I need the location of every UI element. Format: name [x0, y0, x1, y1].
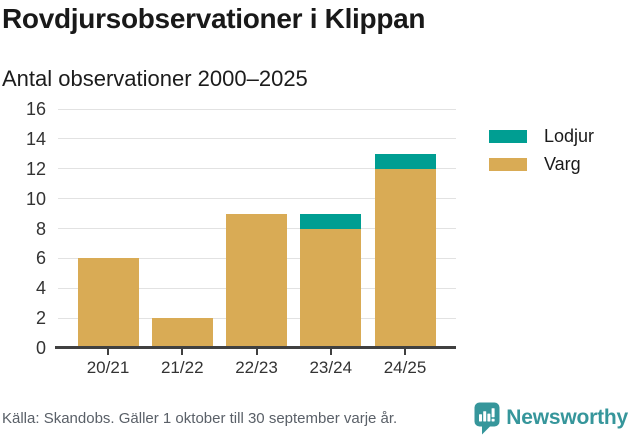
newsworthy-logo: Newsworthy — [474, 402, 628, 435]
x-tick-20-21 — [107, 349, 109, 355]
gridline-y10 — [58, 198, 456, 200]
legend-label-lodjur: Lodjur — [544, 125, 595, 146]
bar-varg-22-23 — [226, 213, 287, 348]
footer: Källa: Skandobs. Gäller 1 oktober till 3… — [2, 400, 628, 436]
x-tick-22-23 — [255, 349, 258, 355]
x-tick-label-20-21: 20/21 — [86, 358, 130, 377]
y-tick-label-16: 16 — [25, 99, 46, 119]
y-tick-label-0: 0 — [35, 338, 46, 358]
bar-varg-20-21 — [77, 258, 139, 348]
newsworthy-logo-text: Newsworthy — [506, 406, 628, 429]
gridline-y16 — [58, 108, 456, 110]
x-axis-line — [55, 346, 456, 349]
legend-swatch-lodjur — [489, 129, 527, 143]
y-tick-label-12: 12 — [25, 158, 46, 179]
bar-lodjur-24-25 — [374, 153, 436, 169]
bar-varg-21-22 — [151, 318, 213, 348]
legend: Lodjur Varg — [489, 125, 595, 184]
bar-lodjur-23-24 — [300, 213, 362, 229]
x-tick-23-24 — [329, 349, 332, 355]
y-tick-label-14: 14 — [25, 128, 46, 149]
plot-area: 20/21 21/22 22/23 23/24 24/25 — [55, 108, 456, 377]
x-tick-label-23-24: 23/24 — [309, 358, 353, 377]
y-tick-label-2: 2 — [35, 308, 46, 329]
bar-varg-24-25 — [374, 168, 436, 348]
legend-label-varg: Varg — [544, 153, 581, 174]
x-tick-label-24-25: 24/25 — [383, 358, 427, 377]
y-axis-labels: 0 2 4 6 8 10 12 14 16 — [0, 99, 46, 358]
chart-subtitle: Antal observationer 2000–2025 — [2, 66, 308, 91]
x-tick-label-21-22: 21/22 — [160, 358, 204, 377]
y-tick-label-6: 6 — [35, 248, 46, 269]
gridline-y12 — [58, 168, 456, 170]
source-text: Källa: Skandobs. Gäller 1 oktober till 3… — [2, 409, 398, 427]
legend-item-varg: Varg — [489, 153, 594, 174]
page-title: Rovdjursobservationer i Klippan — [2, 3, 426, 34]
gridline-y14 — [58, 138, 456, 140]
legend-swatch-varg — [489, 157, 527, 171]
y-tick-label-8: 8 — [35, 218, 46, 239]
newsworthy-logo-icon — [474, 402, 500, 434]
x-tick-label-22-23: 22/23 — [235, 358, 278, 377]
legend-item-lodjur: Lodjur — [489, 125, 595, 146]
x-tick-24-25 — [404, 349, 406, 355]
y-tick-label-10: 10 — [25, 188, 46, 209]
bar-varg-23-24 — [300, 228, 362, 348]
x-tick-21-22 — [181, 349, 184, 355]
y-tick-label-4: 4 — [35, 278, 46, 299]
